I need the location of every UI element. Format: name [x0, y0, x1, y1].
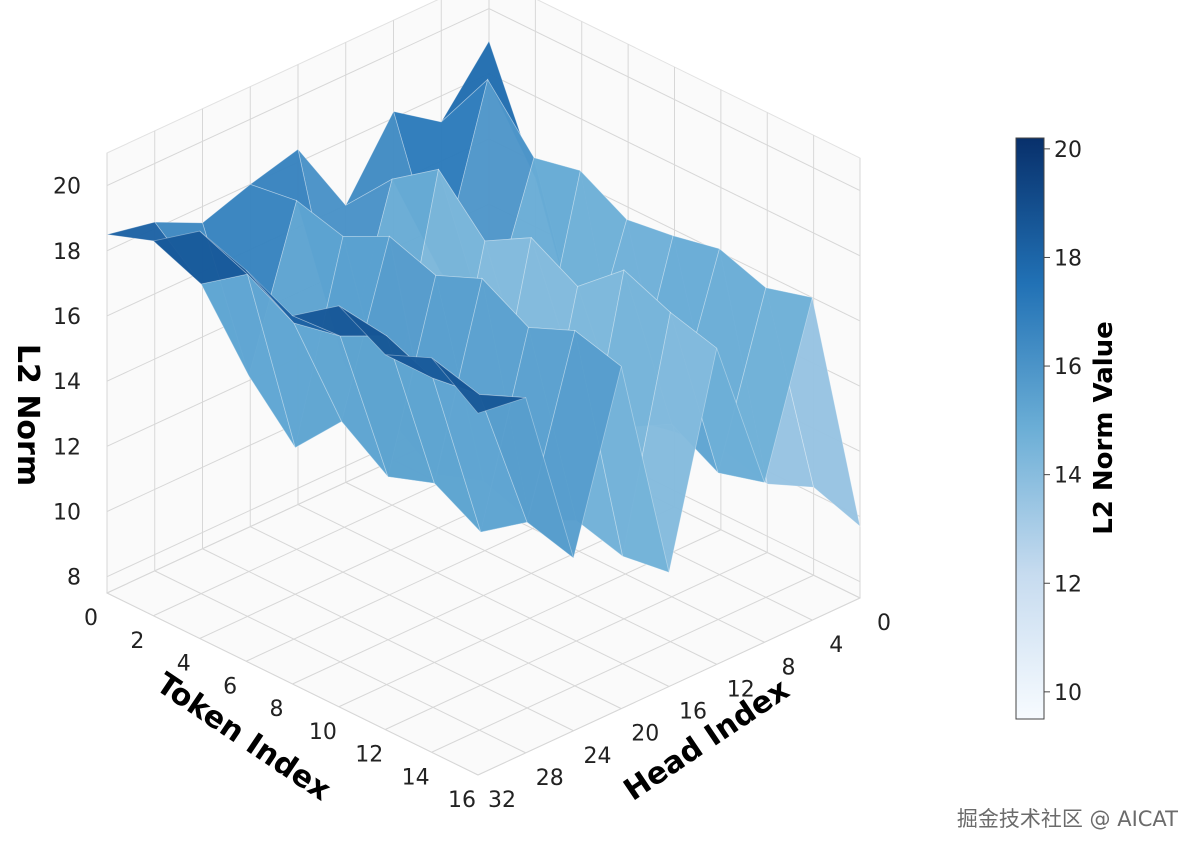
- z-tick-label: 14: [53, 370, 81, 395]
- colorbar-gradient: [1015, 137, 1045, 720]
- y-tick-label: 12: [727, 677, 755, 702]
- y-tick-label: 20: [631, 722, 659, 747]
- y-tick-label: 4: [829, 633, 843, 658]
- left-grid-z: [106, 8, 490, 187]
- z-tick-label: 10: [53, 501, 81, 526]
- z-axis-title: L2 Norm: [10, 344, 45, 486]
- floor-grid-head: [106, 592, 479, 776]
- y-tick-label: 28: [536, 766, 564, 791]
- x-tick-label: 2: [130, 629, 144, 654]
- back-grid-z: [488, 73, 861, 257]
- z-tick-label: 8: [67, 566, 81, 591]
- colorbar-tick-label: 10: [1054, 681, 1082, 706]
- colorbar-ticks: 10 12 14 16 18 20: [1044, 138, 1082, 706]
- colorbar: 10 12 14 16 18 20 L2 Norm Value: [1015, 137, 1119, 720]
- watermark: 掘金技术社区 @ AICAT: [956, 807, 1178, 831]
- floor-grid-head: [345, 481, 717, 665]
- z-tick-label: 16: [53, 305, 81, 330]
- x-tick-label: 16: [448, 788, 476, 813]
- axis-ticks: 8101214161820024681012141604812162024283…: [53, 175, 891, 813]
- x-tick-label: 10: [309, 720, 337, 745]
- x-tick-label: 14: [402, 765, 430, 790]
- x-tick-label: 4: [177, 652, 191, 677]
- colorbar-title: L2 Norm Value: [1089, 321, 1119, 535]
- colorbar-tick-label: 20: [1054, 138, 1082, 163]
- colorbar-tick-label: 18: [1054, 246, 1082, 271]
- x-tick-label: 8: [270, 697, 284, 722]
- floor-grid-head: [154, 570, 526, 754]
- surface-mesh: [106, 40, 861, 574]
- floor-grid-head: [202, 548, 574, 732]
- colorbar-tick-label: 16: [1054, 355, 1082, 380]
- y-tick-label: 0: [877, 611, 891, 636]
- floor-grid-head: [297, 504, 670, 687]
- colorbar-tick-label: 14: [1054, 464, 1082, 489]
- floor-grid-head: [250, 526, 622, 710]
- surface-face: [431, 357, 526, 414]
- y-tick-label: 16: [679, 700, 707, 725]
- z-tick-label: 18: [53, 240, 81, 265]
- x-tick-label: 6: [223, 674, 237, 699]
- y-tick-label: 8: [782, 655, 796, 680]
- y-tick-label: 32: [488, 788, 516, 813]
- x-tick-label: 0: [84, 606, 98, 631]
- y-tick-label: 24: [584, 744, 612, 769]
- z-tick-label: 12: [53, 435, 81, 460]
- x-tick-label: 12: [355, 743, 383, 768]
- z-tick-label: 20: [53, 175, 81, 200]
- back-grid-z: [488, 8, 861, 192]
- colorbar-tick-label: 12: [1054, 572, 1082, 597]
